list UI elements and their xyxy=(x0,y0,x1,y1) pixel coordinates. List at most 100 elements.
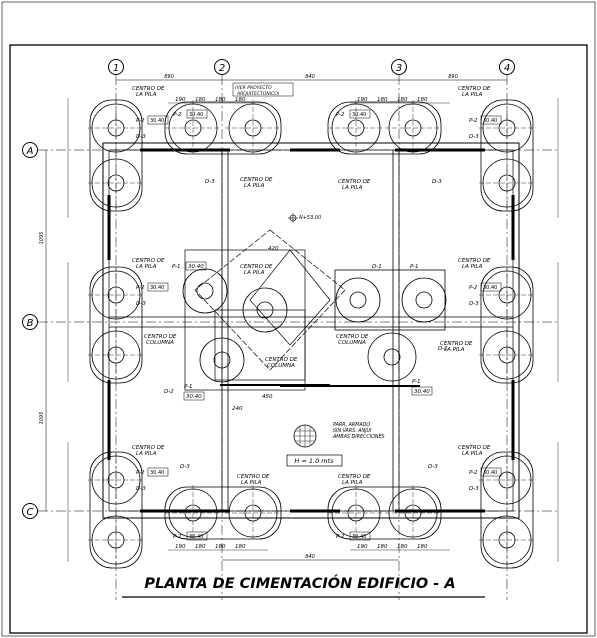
centro-pila-note: CENTRO DE xyxy=(338,179,371,185)
cap-label-d3: D-3 xyxy=(432,179,442,185)
pile-size-box xyxy=(349,109,371,119)
pile-label: P-2 xyxy=(173,112,182,118)
mesh-note-1: PARR. ARMADO xyxy=(333,422,370,428)
svg-text:890: 890 xyxy=(164,74,174,80)
pile-label-p1: P-1 xyxy=(410,264,419,270)
footing-dim: 450 xyxy=(262,394,273,400)
pile-size: 30.40 xyxy=(150,470,164,476)
mesh-note-2: SIN VARS. ANJUI xyxy=(333,428,372,434)
cap-dim: 180 xyxy=(235,544,246,550)
centro-pila-note: LA PILA xyxy=(462,451,483,457)
cap-dim: 180 xyxy=(195,97,206,103)
centro-pila-note: CENTRO DE xyxy=(458,258,491,264)
centro-pila-note: CENTRO DE xyxy=(237,474,270,480)
cap-dim: 190 xyxy=(357,97,368,103)
pile-label: P-2 xyxy=(469,285,478,291)
pile-size: 30.40 xyxy=(414,389,430,395)
centro-columna-note: CENTRO DE xyxy=(265,357,298,363)
pile-size: 30.40 xyxy=(483,470,497,476)
svg-text:1095: 1095 xyxy=(39,232,45,245)
pile-size-box xyxy=(147,115,169,125)
svg-text:840: 840 xyxy=(305,74,315,80)
centro-pila-note: CENTRO DE xyxy=(458,86,491,92)
pile-size-box xyxy=(186,531,208,541)
centro-columna-note: CENTRO DE xyxy=(144,334,177,340)
pile-label: P-2 xyxy=(136,118,145,124)
centro-pila-note: LA PILA xyxy=(136,264,157,270)
cap-label: D-3 xyxy=(469,301,479,307)
pile-size-box xyxy=(147,467,169,477)
svg-text:N+53.00: N+53.00 xyxy=(299,215,321,221)
mesh-note-3: AMBAS DIRECCIONES xyxy=(332,434,385,440)
cap-label-d1: D-1 xyxy=(372,264,382,270)
ver-proyecto-note: (VER PROYECTO xyxy=(235,85,272,91)
centro-pila-note: CENTRO DE xyxy=(132,258,165,264)
svg-text:B: B xyxy=(27,318,34,329)
svg-text:3: 3 xyxy=(396,63,402,74)
pile-size: 30.40 xyxy=(352,112,366,118)
centro-pila-note: LA PILA xyxy=(342,185,363,191)
pile-size: 30.40 xyxy=(186,394,202,400)
cap-label-d3: D-3 xyxy=(428,464,438,470)
centro-pila-note: LA PILA xyxy=(244,183,265,189)
central-piles xyxy=(182,268,447,387)
cap-dim: 180 xyxy=(377,97,388,103)
pile-size-box xyxy=(349,531,371,541)
pile-size: 30.40 xyxy=(352,534,366,540)
pile-size: 30.40 xyxy=(483,118,497,124)
centro-pila-note: CENTRO DE xyxy=(338,474,371,480)
sheet-border xyxy=(9,44,588,634)
pile-size-box xyxy=(411,386,433,396)
cap-dim: 180 xyxy=(377,544,388,550)
cap-label-d1: D-1 xyxy=(438,346,448,352)
cap-label: D-3 xyxy=(136,134,146,140)
pile-label: P-2 xyxy=(136,470,145,476)
pile-label: P-2 xyxy=(469,470,478,476)
pile-caps: P-2 30.40 D-3 P-2 30.40 D-3 P-2 30.40 D-3 P-2 30.4… xyxy=(67,86,559,569)
bottom-dimension-chain: 840 xyxy=(222,554,399,561)
centro-columna-note: COLUMNA xyxy=(267,363,295,369)
cap-label-d2: D-2 xyxy=(164,389,174,395)
top-dimension-chain: 890 840 890 xyxy=(116,74,507,81)
level-marker: N+53.00 xyxy=(288,213,321,223)
pile-size-box xyxy=(183,391,205,401)
cap-dim: 180 xyxy=(215,97,226,103)
pile-size-box xyxy=(480,282,502,292)
svg-text:1095: 1095 xyxy=(39,412,45,425)
svg-text:4: 4 xyxy=(504,63,510,74)
cap-dim: 180 xyxy=(235,97,246,103)
centro-pila-note: LA PILA xyxy=(241,480,262,486)
mesh-symbol: H = 1.0 mts xyxy=(286,424,343,467)
cap-dim: 180 xyxy=(417,544,428,550)
pile-label-p1: P-1 xyxy=(412,379,421,385)
cap-dim: 180 xyxy=(195,544,206,550)
svg-text:H = 1.0 mts: H = 1.0 mts xyxy=(294,457,334,465)
pile-label: P-2 xyxy=(136,285,145,291)
pile-label: P-2 xyxy=(469,118,478,124)
svg-text:1: 1 xyxy=(113,63,119,74)
centro-pila-note: CENTRO DE xyxy=(132,445,165,451)
pile-size: 30.40 xyxy=(150,285,164,291)
pile-label: P-2 xyxy=(173,534,182,540)
ver-proyecto-note-2: ARQUITECTONICO) xyxy=(236,91,280,97)
pile-size-box xyxy=(480,467,502,477)
pile-label: P-2 xyxy=(336,534,345,540)
pile-size-box xyxy=(186,109,208,119)
pile-size: 30.40 xyxy=(188,264,204,270)
cap-dim: 180 xyxy=(417,97,428,103)
svg-text:C: C xyxy=(27,507,34,518)
centro-pila-note: CENTRO DE xyxy=(240,177,273,183)
centro-pila-note: LA PILA xyxy=(342,480,363,486)
drawing-title: PLANTA DE CIMENTACIÓN EDIFICIO - A xyxy=(144,574,455,592)
centro-pila-note: CENTRO DE xyxy=(458,445,491,451)
svg-text:A: A xyxy=(26,146,34,157)
centro-columna-note: COLUMNA xyxy=(338,340,366,346)
beam-thick-lines xyxy=(107,148,515,513)
cap-label: D-3 xyxy=(136,301,146,307)
cap-label: D-3 xyxy=(469,134,479,140)
centro-pila-note: LA PILA xyxy=(136,451,157,457)
centro-columna-note: COLUMNA xyxy=(146,340,174,346)
pile-size: 30.40 xyxy=(189,534,203,540)
